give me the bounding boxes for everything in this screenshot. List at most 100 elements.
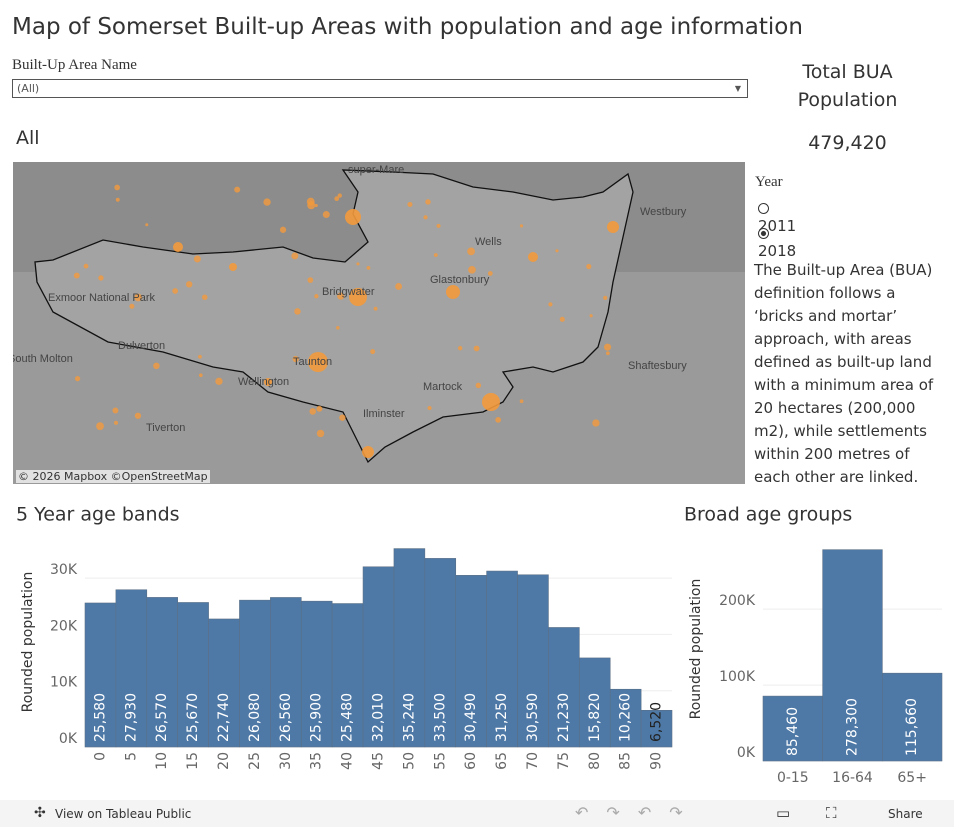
bua-area — [482, 393, 500, 411]
bua-area — [457, 346, 463, 351]
fullscreen-button[interactable]: ⛶ — [826, 804, 837, 822]
bua-area — [427, 406, 432, 411]
place-label: Taunton — [293, 356, 332, 368]
bua-area — [201, 294, 208, 301]
bua-area — [145, 223, 149, 227]
bua-area — [519, 399, 524, 404]
bua-area — [129, 303, 135, 309]
bua-area — [308, 352, 328, 372]
bua-area — [316, 429, 325, 438]
bua-area — [555, 249, 559, 253]
bua-area — [495, 416, 502, 423]
place-label: Dulverton — [118, 340, 165, 352]
bua-area — [173, 242, 183, 252]
bua-area — [215, 377, 223, 385]
y-tick-label: 200K — [719, 593, 756, 609]
county-outline — [34, 169, 634, 464]
bar — [609, 688, 642, 748]
value-label: 25,480 — [340, 693, 356, 742]
filter-label: Built-Up Area Name — [12, 57, 137, 73]
value-label: 85,460 — [785, 707, 801, 756]
bua-area — [294, 308, 301, 315]
x-tick-label: 40 — [340, 752, 356, 770]
bua-area — [603, 343, 612, 351]
value-label: 21,230 — [556, 693, 572, 742]
place-label: Wellington — [238, 376, 289, 388]
year-label: Year — [755, 174, 783, 190]
bua-area — [314, 203, 318, 208]
y-tick-label: 0K — [59, 731, 78, 747]
bua-area — [407, 201, 413, 207]
x-tick-label: 70 — [525, 752, 541, 770]
view-link[interactable]: View on Tableau Public — [55, 807, 192, 821]
value-label: 15,820 — [587, 693, 603, 742]
bua-area — [373, 306, 378, 311]
bua-area — [134, 412, 142, 419]
bua-area — [487, 271, 493, 276]
bar — [239, 599, 271, 748]
bua-area — [73, 272, 80, 279]
place-label: Glastonbury — [430, 274, 490, 286]
bua-area — [607, 221, 619, 233]
x-tick-label: 0-15 — [777, 770, 809, 786]
bua-area — [356, 262, 360, 266]
bua-area — [337, 193, 342, 198]
bua-area — [605, 351, 610, 356]
x-tick-label: 80 — [587, 752, 603, 770]
bua-area — [473, 345, 480, 352]
history-buttons[interactable]: ↶↷↶↷ — [575, 803, 701, 822]
bua-area — [322, 211, 330, 219]
bua-area — [349, 288, 367, 306]
x-tick-label: 60 — [463, 752, 479, 770]
share-button[interactable]: Share — [888, 807, 923, 821]
bar — [762, 695, 823, 762]
value-label: 26,080 — [247, 693, 263, 742]
map-canvas: super-Mare Wells Westbury Glastonbury Exmoor… — [13, 162, 745, 464]
map-heading: All — [16, 127, 40, 149]
bua-area — [339, 414, 346, 421]
bar — [822, 549, 883, 762]
y-tick-label: 20K — [50, 618, 78, 634]
bua-area — [446, 285, 460, 299]
bua-area — [603, 295, 608, 300]
filter-dropdown[interactable]: (All) ▼ — [12, 79, 748, 98]
y-axis-label: Rounded population — [20, 572, 36, 713]
bua-area — [292, 355, 299, 363]
bua-area — [433, 253, 438, 257]
bua-area — [264, 378, 272, 386]
total-label: Total BUA Population — [797, 61, 898, 111]
total-value: 479,420 — [808, 132, 887, 154]
place-label: Tiverton — [146, 422, 185, 434]
radio — [758, 228, 769, 239]
bua-area — [306, 197, 315, 206]
dashboard-title: Map of Somerset Built-up Areas with popu… — [12, 14, 803, 40]
place-label: Bridgwater — [322, 286, 375, 298]
x-tick-label: 55 — [432, 752, 448, 770]
bar — [640, 709, 673, 748]
x-tick-label: 0 — [92, 752, 108, 761]
bua-area — [468, 265, 476, 274]
x-tick-label: 50 — [401, 752, 417, 770]
map[interactable]: super-Mare Wells Westbury Glastonbury Exmoor… — [13, 162, 745, 484]
bar — [517, 574, 549, 748]
bua-area — [98, 275, 104, 281]
value-label: 32,010 — [371, 693, 387, 742]
filter-value: (All) — [17, 82, 40, 95]
bua-areas — [73, 184, 619, 458]
bar — [208, 618, 240, 748]
description: The Built-up Area (BUA) definition follo… — [754, 261, 934, 486]
bua-area — [337, 292, 345, 300]
bua-area — [96, 422, 104, 431]
comment-button[interactable]: ▭ — [776, 804, 791, 822]
bua-area — [586, 263, 592, 270]
bua-area — [229, 263, 237, 271]
value-label: 10,260 — [618, 693, 634, 742]
place-label: Westbury — [640, 206, 687, 218]
value-label: 22,740 — [216, 693, 232, 742]
x-tick-label: 90 — [649, 752, 665, 770]
bua-area — [234, 186, 241, 193]
bua-area — [309, 408, 317, 415]
year-option[interactable]: 2018 — [758, 224, 796, 260]
bar — [146, 597, 178, 748]
